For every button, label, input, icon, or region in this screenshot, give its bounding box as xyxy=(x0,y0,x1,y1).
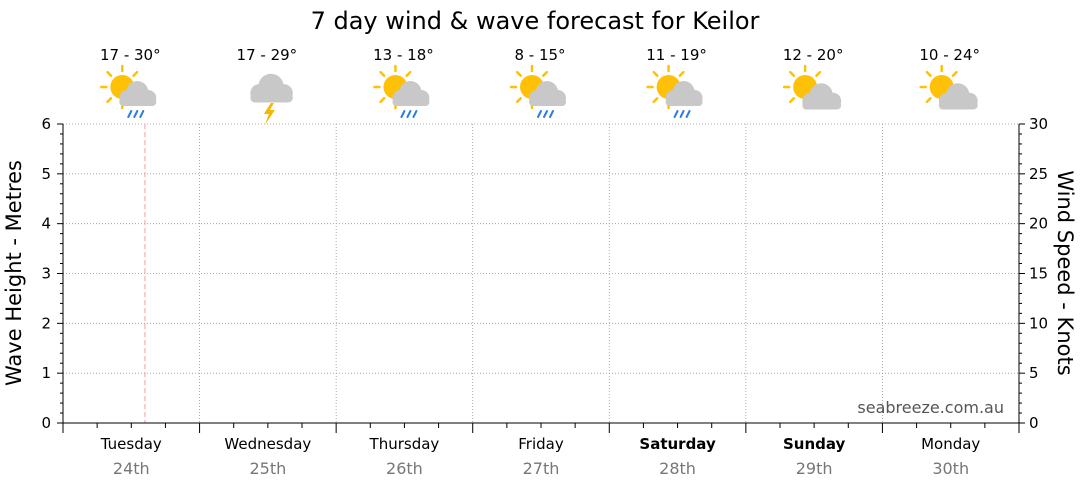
day-date: 24th xyxy=(113,459,150,478)
temperature-range: 8 - 15° xyxy=(514,46,565,64)
left-axis-title: Wave Height - Metres xyxy=(2,160,26,386)
rain-drops-icon xyxy=(400,110,418,118)
temperature-range: 10 - 24° xyxy=(919,46,980,64)
day-date: 30th xyxy=(932,459,969,478)
temperature-row: 17 - 30° 17 - 29° 13 - 18° 8 - 15° 11 - 19° 1… xyxy=(100,46,980,64)
axis-ticks: 0 1 2 3 4 5 6 0 5 10 15 20 25 30 xyxy=(41,115,1048,433)
partly-cloudy-icon xyxy=(919,64,978,110)
rain-drops-icon xyxy=(127,110,145,118)
day-date: 25th xyxy=(249,459,286,478)
sun-cloud-rain-icon xyxy=(100,64,157,118)
cloud-icon xyxy=(250,73,293,103)
cloud-icon xyxy=(802,83,842,110)
temperature-range: 17 - 30° xyxy=(100,46,161,64)
right-tick-label: 30 xyxy=(1029,115,1048,133)
temperature-range: 13 - 18° xyxy=(373,46,434,64)
day-name: Sunday xyxy=(783,435,846,453)
left-tick-label: 1 xyxy=(41,364,51,382)
day-name: Friday xyxy=(518,435,564,453)
day-date: 27th xyxy=(523,459,560,478)
left-tick-label: 0 xyxy=(41,414,51,432)
day-date: 28th xyxy=(659,459,696,478)
day-name: Saturday xyxy=(639,435,716,453)
sun-cloud-rain-icon xyxy=(509,64,566,118)
watermark-text: seabreeze.com.au xyxy=(857,398,1004,417)
day-name: Wednesday xyxy=(224,435,311,453)
day-date: 26th xyxy=(386,459,423,478)
temperature-range: 17 - 29° xyxy=(237,46,298,64)
rain-drops-icon xyxy=(537,110,554,118)
day-labels: Tuesday 24th Wednesday 25th Thursday 26th Frid… xyxy=(100,435,981,478)
cloud-icon xyxy=(119,81,157,106)
day-date: 29th xyxy=(796,459,833,478)
day-name: Thursday xyxy=(369,435,440,453)
right-tick-label: 10 xyxy=(1029,314,1048,332)
left-tick-label: 4 xyxy=(41,215,51,233)
day-name: Monday xyxy=(921,435,980,453)
weather-icons-row xyxy=(100,64,978,125)
sun-cloud-rain-icon xyxy=(373,64,430,118)
left-tick-label: 3 xyxy=(41,265,51,283)
right-tick-label: 0 xyxy=(1029,414,1039,432)
right-tick-label: 5 xyxy=(1029,364,1039,382)
sun-cloud-rain-icon xyxy=(646,64,703,118)
left-tick-label: 6 xyxy=(41,115,51,133)
right-tick-label: 25 xyxy=(1029,165,1048,183)
cloud-icon xyxy=(665,81,703,106)
storm-cloud-icon xyxy=(250,73,293,125)
temperature-range: 12 - 20° xyxy=(783,46,844,64)
chart-title: 7 day wind & wave forecast for Keilor xyxy=(311,7,760,35)
plot-grid xyxy=(63,123,1019,423)
cloud-icon xyxy=(529,81,566,106)
lightning-icon xyxy=(263,103,275,125)
temperature-range: 11 - 19° xyxy=(646,46,707,64)
right-tick-label: 15 xyxy=(1029,265,1048,283)
rain-drops-icon xyxy=(673,110,691,118)
left-tick-label: 5 xyxy=(41,165,51,183)
partly-cloudy-icon xyxy=(782,64,842,110)
day-name: Tuesday xyxy=(100,435,162,453)
left-tick-label: 2 xyxy=(41,314,51,332)
right-tick-label: 20 xyxy=(1029,215,1048,233)
cloud-icon xyxy=(392,81,430,106)
right-axis-title: Wind Speed - Knots xyxy=(1053,170,1077,375)
cloud-icon xyxy=(938,83,978,110)
